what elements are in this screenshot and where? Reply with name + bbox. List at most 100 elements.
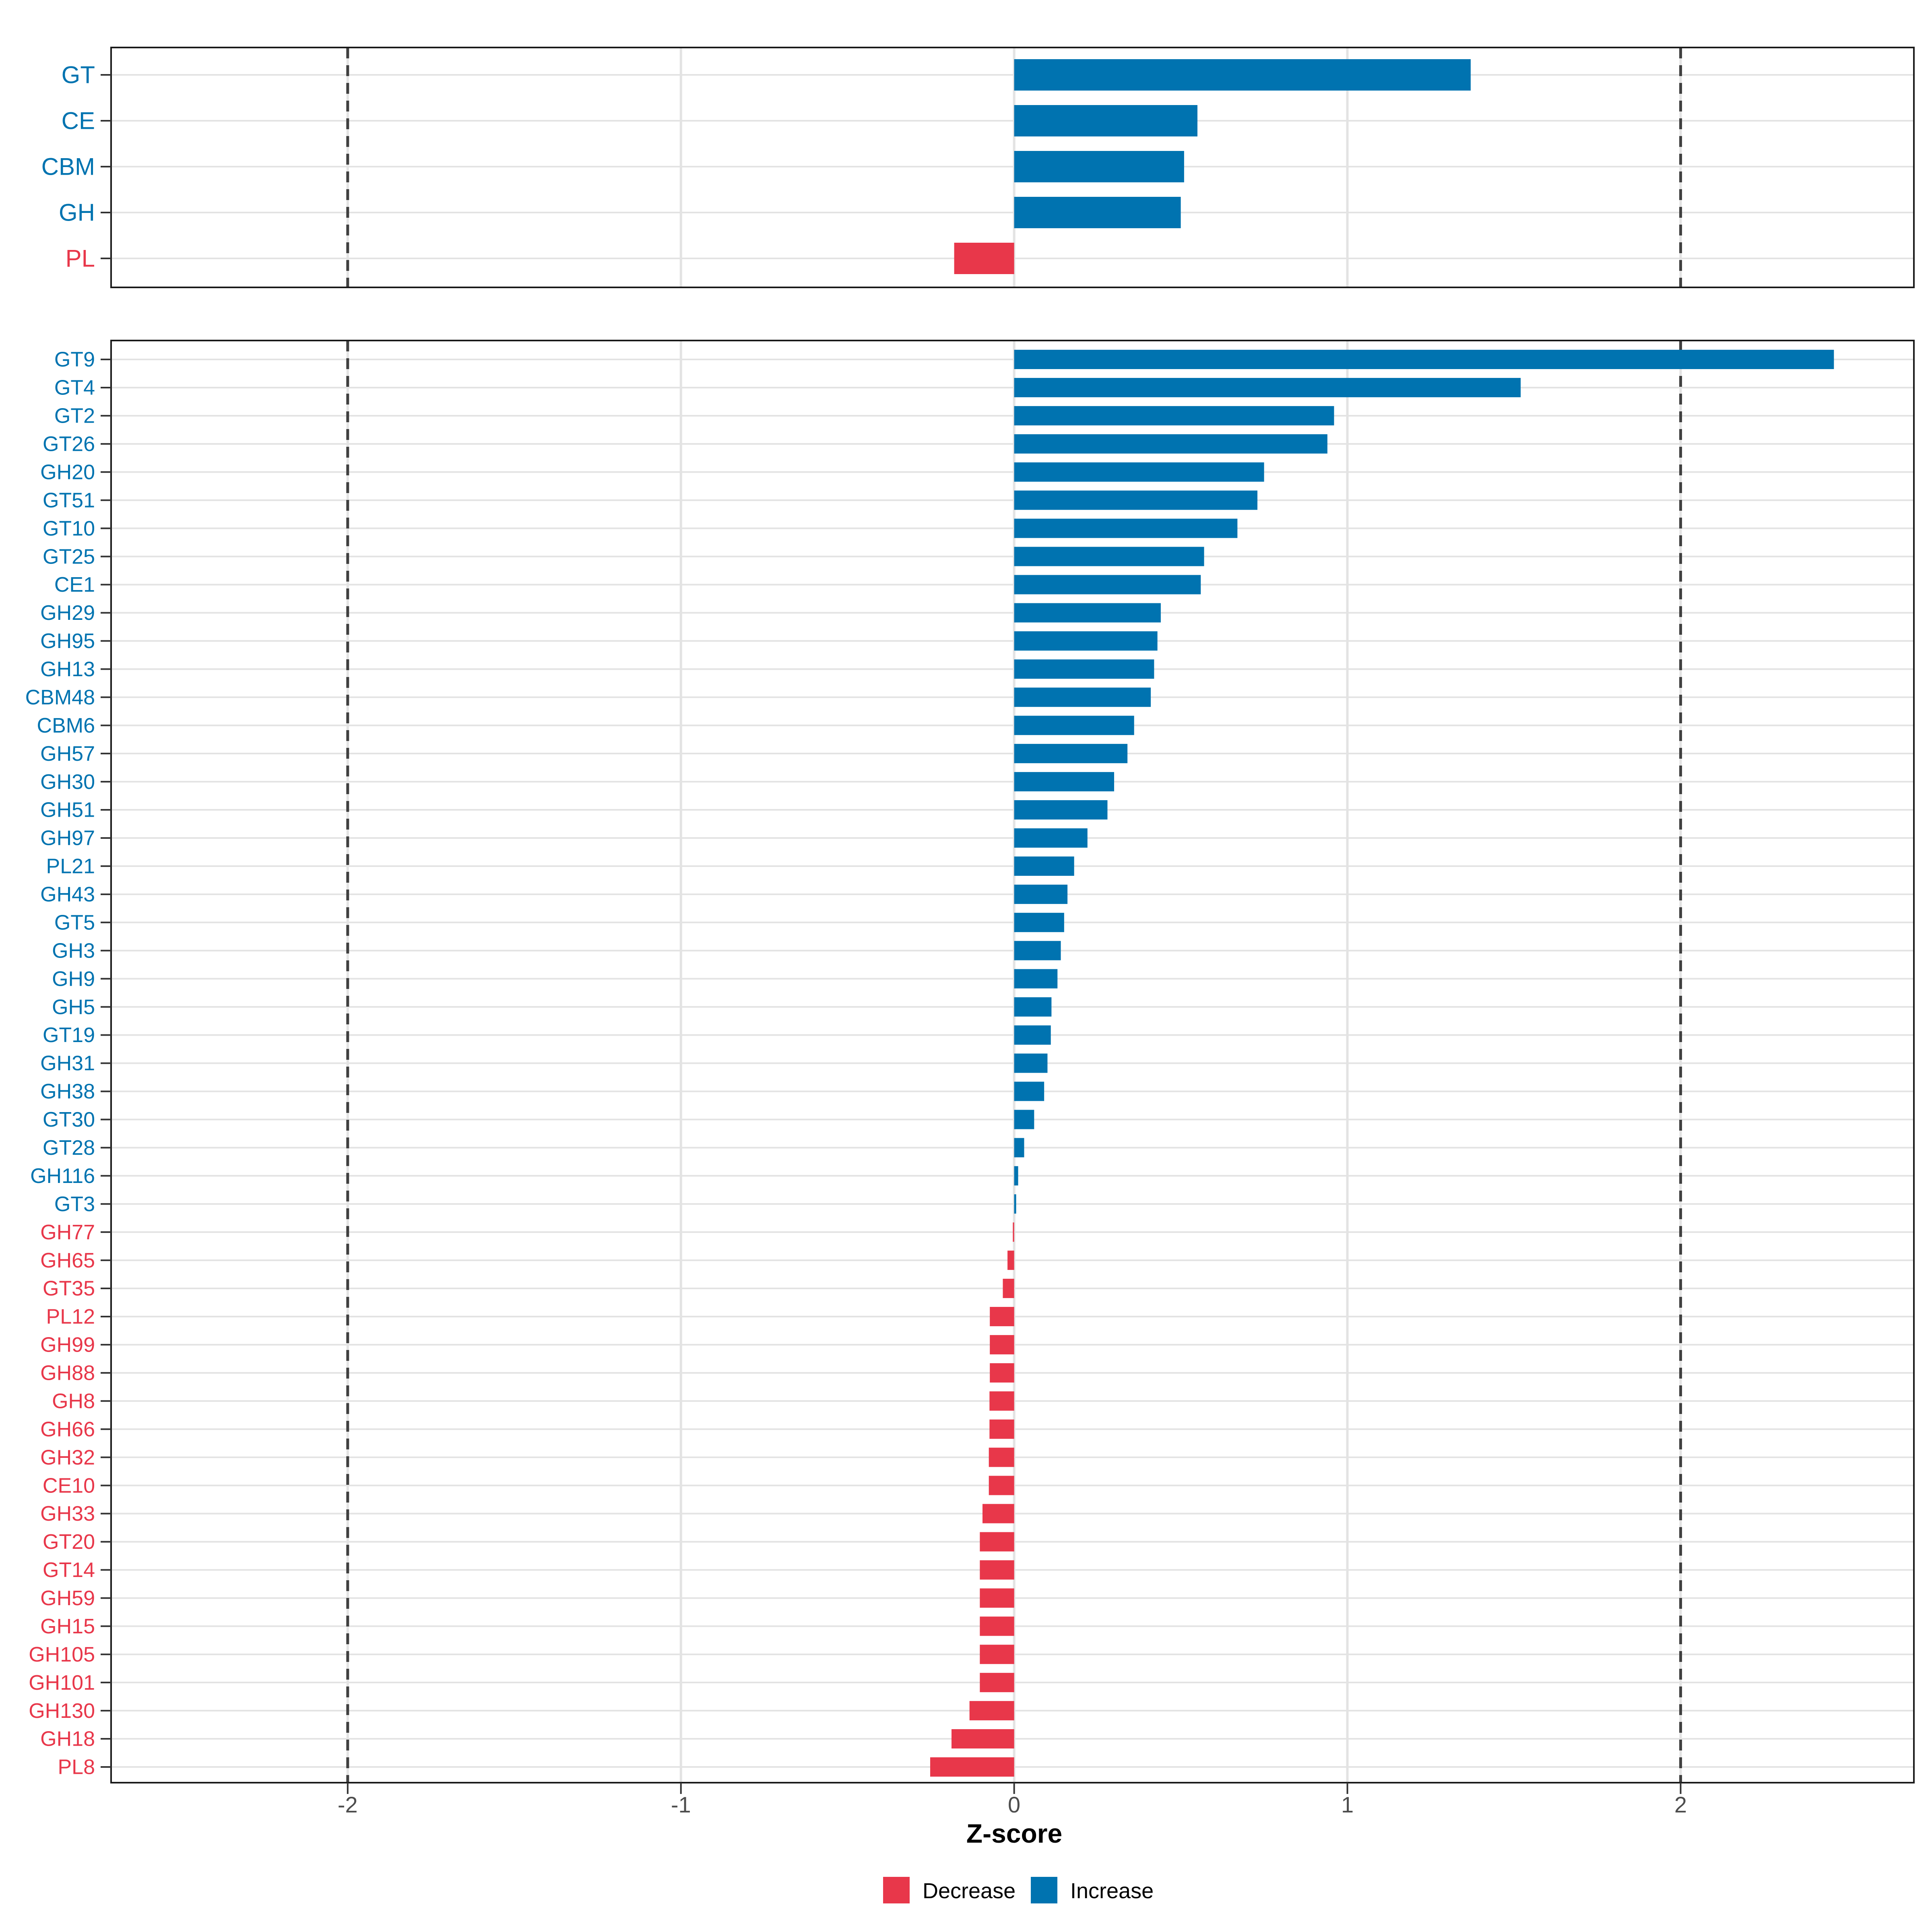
row-label-CBM48: CBM48 (25, 686, 95, 709)
bar-GT28 (1014, 1138, 1024, 1158)
bar-GH30 (1014, 772, 1115, 792)
row-label-GH116: GH116 (30, 1164, 95, 1188)
row-label-GH105: GH105 (29, 1643, 95, 1666)
bar-GH8 (989, 1391, 1014, 1411)
row-label-GT19: GT19 (43, 1024, 95, 1047)
bar-GH38 (1014, 1082, 1044, 1101)
bar-GT4 (1014, 378, 1521, 397)
bar-GH13 (1014, 659, 1154, 679)
row-label-GH18: GH18 (40, 1728, 95, 1751)
row-label-GH3: GH3 (52, 939, 95, 962)
legend-increase-swatch (1031, 1877, 1057, 1903)
row-label-GH101: GH101 (29, 1671, 95, 1695)
bar-GH31 (1014, 1053, 1048, 1073)
bar-GT14 (980, 1560, 1014, 1580)
row-label-GT28: GT28 (43, 1136, 95, 1160)
legend-decrease-label: Decrease (923, 1879, 1016, 1903)
bar-GH43 (1014, 884, 1068, 904)
row-label-GH33: GH33 (40, 1502, 95, 1525)
row-label-GH29: GH29 (40, 601, 95, 625)
bar-GH99 (990, 1335, 1014, 1354)
row-label-CE: CE (62, 107, 95, 134)
x-axis: -2 -1 0 1 2 (338, 1783, 1687, 1817)
bar-GH88 (990, 1363, 1014, 1383)
bar-GT35 (1003, 1279, 1014, 1298)
bar-GT2 (1014, 406, 1334, 425)
row-label-GH57: GH57 (40, 742, 95, 766)
bar-GH130 (969, 1701, 1014, 1721)
row-label-GT2: GT2 (54, 405, 95, 428)
row-label-CE1: CE1 (54, 573, 95, 597)
bar-CE10 (989, 1476, 1014, 1495)
bar-GT (1014, 59, 1471, 91)
row-label-GH43: GH43 (40, 883, 95, 906)
row-label-PL: PL (66, 245, 95, 272)
x-axis-title: Z-score (966, 1818, 1062, 1848)
panel-cazyme-classes: GT CE CBM GH PL (41, 47, 1915, 288)
row-label-GH15: GH15 (40, 1615, 95, 1638)
bar-GH (1014, 197, 1181, 228)
row-label-PL21: PL21 (46, 855, 95, 878)
bar-GT9 (1014, 350, 1834, 369)
row-label-PL8: PL8 (58, 1756, 95, 1779)
row-label-GT30: GT30 (43, 1108, 95, 1131)
bar-PL (954, 243, 1014, 274)
row-label-GT51: GT51 (43, 489, 95, 512)
row-label-CBM: CBM (41, 153, 95, 180)
row-label-GH88: GH88 (40, 1362, 95, 1385)
legend: Decrease Increase (883, 1877, 1154, 1903)
plot-area: GTCECBMGHPLGT9GT4GT2GT26GH20GT51GT10GT25… (25, 47, 1915, 1817)
row-label-GH: GH (59, 199, 95, 226)
bar-GH32 (989, 1447, 1014, 1467)
legend-decrease-swatch (883, 1877, 910, 1903)
bar-PL12 (990, 1307, 1014, 1326)
row-label-GT9: GT9 (54, 348, 95, 372)
row-label-GH9: GH9 (52, 967, 95, 991)
bar-CBM6 (1014, 716, 1134, 735)
bar-CBM (1014, 151, 1184, 182)
row-label-GT3: GT3 (54, 1193, 95, 1216)
row-label-CE10: CE10 (43, 1474, 95, 1497)
bar-GH66 (989, 1419, 1014, 1439)
row-label-PL12: PL12 (46, 1305, 95, 1329)
bar-GT25 (1014, 547, 1204, 566)
x-tick-label--1: -1 (671, 1792, 691, 1817)
row-label-GH5: GH5 (52, 995, 95, 1019)
row-label-GT10: GT10 (43, 517, 95, 540)
row-label-GH30: GH30 (40, 770, 95, 794)
row-label-GH31: GH31 (40, 1052, 95, 1075)
bar-GH33 (982, 1504, 1014, 1523)
bar-GT20 (980, 1532, 1014, 1552)
row-label-GH95: GH95 (40, 630, 95, 653)
row-label-GH65: GH65 (40, 1249, 95, 1272)
bar-GH65 (1007, 1251, 1014, 1270)
bar-GH29 (1014, 603, 1161, 623)
bar-GH77 (1013, 1222, 1014, 1242)
bar-GT5 (1014, 912, 1064, 932)
bar-GH105 (980, 1645, 1014, 1664)
bar-CBM48 (1014, 687, 1151, 707)
bar-GH9 (1014, 969, 1058, 989)
bar-GH20 (1014, 462, 1264, 482)
row-label-GH59: GH59 (40, 1587, 95, 1610)
legend-increase-label: Increase (1070, 1879, 1154, 1903)
bar-GH57 (1014, 744, 1128, 764)
row-label-GT26: GT26 (43, 433, 95, 456)
row-label-GH97: GH97 (40, 827, 95, 850)
row-label-GH66: GH66 (40, 1418, 95, 1441)
row-label-GH20: GH20 (40, 460, 95, 484)
row-label-GH51: GH51 (40, 799, 95, 822)
bar-GT10 (1014, 518, 1238, 538)
bar-GH5 (1014, 997, 1052, 1017)
row-label-GH130: GH130 (29, 1699, 95, 1723)
row-label-GH13: GH13 (40, 658, 95, 681)
row-label-GH8: GH8 (52, 1389, 95, 1413)
row-label-GH77: GH77 (40, 1221, 95, 1244)
x-tick-label-1: 1 (1341, 1792, 1354, 1817)
bar-GH116 (1014, 1166, 1018, 1186)
bar-GH97 (1014, 828, 1088, 848)
bar-GH18 (951, 1729, 1014, 1749)
row-label-GH99: GH99 (40, 1333, 95, 1357)
bar-GT30 (1014, 1110, 1034, 1129)
bar-GH101 (980, 1673, 1014, 1693)
